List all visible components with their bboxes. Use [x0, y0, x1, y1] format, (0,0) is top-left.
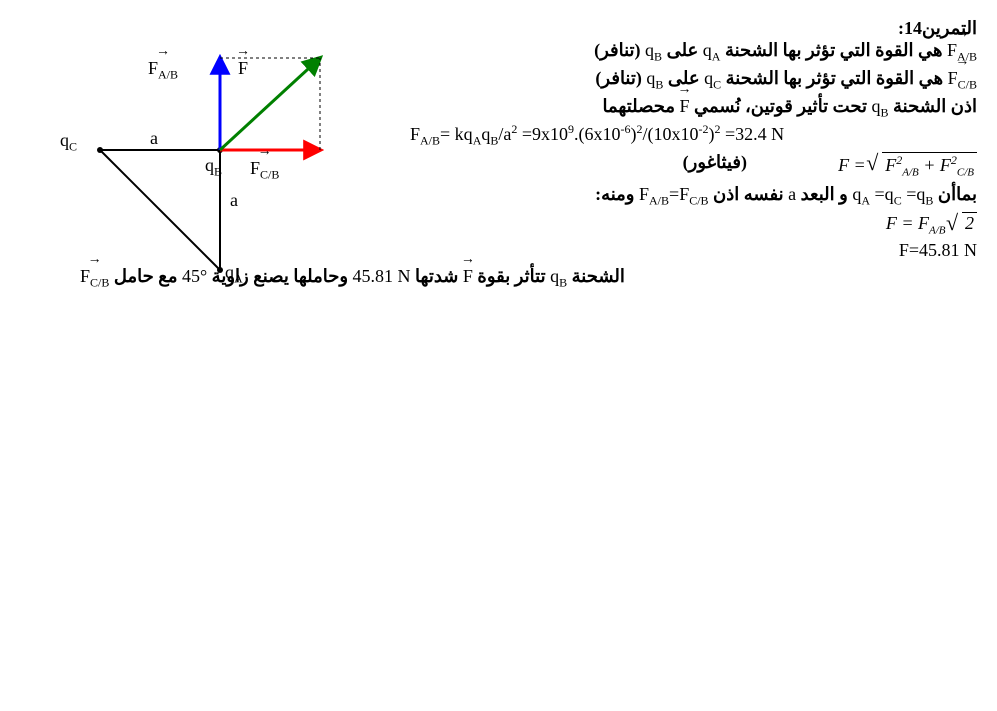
- label-a-horiz: a: [150, 128, 158, 149]
- label-a-vert: a: [230, 190, 238, 211]
- l3-F: F: [679, 96, 689, 116]
- c1-over: /a: [498, 124, 511, 144]
- l4-c: نفسه اذن: [709, 184, 784, 204]
- c1-rest: = kq: [440, 124, 473, 144]
- l4-d: ومنه:: [595, 184, 634, 204]
- pyth-F1-sup: 2: [896, 153, 902, 167]
- l1-qB-sub: B: [654, 50, 662, 64]
- l5-a: الشحنة: [567, 266, 625, 286]
- label-qB: qB: [205, 155, 222, 180]
- qB-sym: q: [205, 155, 214, 175]
- l5-qB-sub: B: [559, 276, 567, 290]
- calc-line-1: FA/B= kqAqB/a2 =9x109.(6x10-6)2/(10x10-2…: [410, 122, 784, 149]
- qC-sub: C: [69, 140, 77, 154]
- line-4: بماأن qA =qC =qB و البعد a نفسه اذن FA/B…: [595, 184, 977, 209]
- pyth-plus: +: [919, 155, 940, 175]
- l2-qC-sub: C: [713, 78, 721, 92]
- l3-c: محصلتهما: [603, 96, 675, 116]
- eq3: F=45.81 N: [899, 240, 977, 261]
- label-FCB: FC/B: [250, 158, 279, 183]
- l5-F: F: [463, 266, 473, 286]
- l4-qA: A: [861, 194, 870, 208]
- qC-sym: q: [60, 130, 69, 150]
- c1-q: q: [481, 124, 490, 144]
- l4-FAB-sub: A/B: [649, 194, 669, 208]
- l4-FAB: F: [639, 184, 649, 204]
- l4-a: بماأن: [933, 184, 977, 204]
- l5-qB: q: [550, 266, 559, 286]
- l4-q1: q: [852, 184, 861, 204]
- pyth-F2-sub: C/B: [957, 167, 974, 179]
- c1-sub: A/B: [420, 134, 440, 148]
- c1-n2: -2: [699, 122, 709, 136]
- l2-qC: q: [704, 68, 713, 88]
- F-sym: F: [238, 58, 248, 78]
- pyth-F1: F: [885, 155, 896, 175]
- l4-FCB-sub: C/B: [689, 194, 708, 208]
- l4-b: و البعد: [796, 184, 848, 204]
- qA-sub: A: [234, 272, 243, 286]
- eq2-sqrt2: 2: [962, 212, 977, 234]
- l3-a: اذن الشحنة: [889, 96, 977, 116]
- l2-vec-sub: C/B: [958, 78, 977, 92]
- l4-FCB: F: [679, 184, 689, 204]
- line-2: FC/B هي القوة التي تؤثر بها الشحنة qC عل…: [595, 68, 977, 93]
- l4-q3: =q: [902, 184, 926, 204]
- c1-eq: =9x10: [517, 124, 568, 144]
- l2-text-a: هي القوة التي تؤثر بها الشحنة: [721, 68, 943, 88]
- force-diagram: [30, 40, 370, 300]
- FAB-sym: F: [148, 58, 158, 78]
- l4-eqs: =: [669, 184, 679, 204]
- l1-end: (تنافر): [594, 40, 640, 60]
- l4-adist: a: [788, 184, 796, 204]
- c1-res: =32.4 N: [721, 124, 785, 144]
- pyth-F1-sub: A/B: [902, 167, 919, 179]
- l5-b: تتأثر بقوة: [473, 266, 546, 286]
- FCB-sub: C/B: [260, 168, 279, 182]
- c1-n6: -6: [621, 122, 631, 136]
- l4-qC: C: [894, 194, 902, 208]
- eq2-sub: A/B: [929, 225, 946, 237]
- l2-end: (تنافر): [595, 68, 641, 88]
- line-1: FA/B هي القوة التي تؤثر بها الشحنة qA عل…: [594, 40, 977, 65]
- c1-F: F: [410, 124, 420, 144]
- l1-mid: على: [662, 40, 698, 60]
- pyth-F2-sup: 2: [951, 153, 957, 167]
- FCB-sym: F: [250, 158, 260, 178]
- l3-qB-sub: B: [881, 106, 889, 120]
- l3-qB: q: [872, 96, 881, 116]
- eq2: F = FA/B 2: [886, 212, 977, 237]
- label-FAB: FA/B: [148, 58, 178, 83]
- label-F: F: [238, 58, 248, 79]
- eq2-F: F = F: [886, 213, 929, 233]
- l1-text-a: هي القوة التي تؤثر بها الشحنة: [720, 40, 942, 60]
- l4-q2: =q: [870, 184, 894, 204]
- qA-sym: q: [225, 262, 234, 282]
- qB-sub: B: [214, 165, 222, 179]
- c1-div: /(10x10: [643, 124, 699, 144]
- pyth-label: (فيثاغور): [683, 152, 747, 173]
- l1-qB: q: [645, 40, 654, 60]
- l5-c: شدتها: [411, 266, 459, 286]
- c1-dot: .(6x10: [574, 124, 621, 144]
- label-qA: qA: [225, 262, 243, 287]
- line-3: اذن الشحنة qB تحت تأثير قوتين، نُسمي F م…: [603, 96, 977, 121]
- l2-vec-F: F: [948, 68, 958, 88]
- pyth-eq: F = F2A/B + F2C/B: [838, 152, 977, 179]
- label-qC: qC: [60, 130, 77, 155]
- pyth-F2: F: [940, 155, 951, 175]
- l1-qA: q: [703, 40, 712, 60]
- l3-b: تحت تأثير قوتين، نُسمي: [689, 96, 867, 116]
- FAB-sub: A/B: [158, 68, 178, 82]
